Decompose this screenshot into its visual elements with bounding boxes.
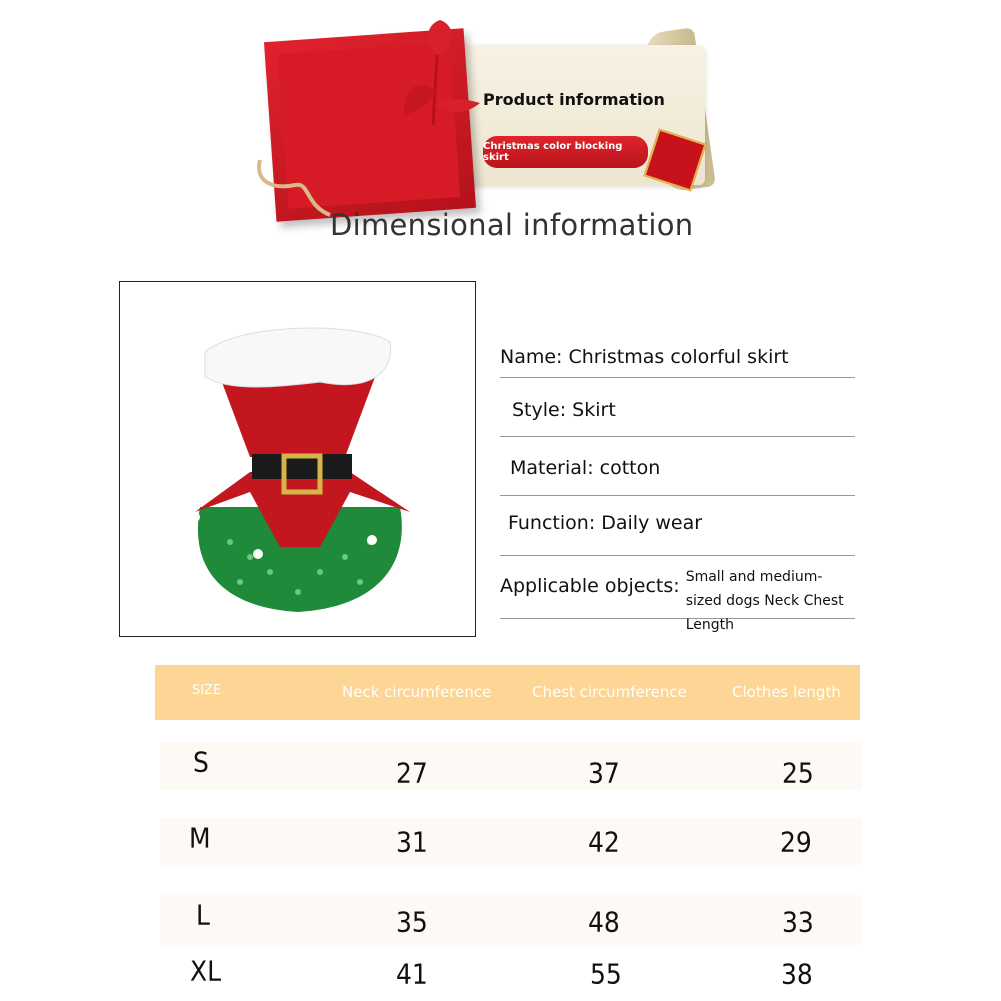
table-row: [160, 895, 862, 945]
info-name: Name: Christmas colorful skirt: [500, 346, 855, 378]
table-row: [160, 742, 862, 790]
length-cell: 38: [781, 958, 813, 990]
chest-cell: 37: [588, 757, 620, 789]
header-chest: Chest circumference: [532, 683, 687, 701]
neck-cell: 27: [396, 757, 428, 789]
chest-cell: 55: [590, 958, 622, 990]
product-name-pill: Christmas color blocking skirt: [483, 136, 648, 168]
dimensional-info-heading: Dimensional information: [330, 208, 694, 242]
size-cell: M: [189, 822, 211, 854]
dress-image: [190, 327, 420, 612]
product-info-title: Product information: [483, 90, 665, 109]
info-function: Function: Daily wear: [500, 512, 855, 556]
size-cell: XL: [190, 955, 222, 987]
size-cell: S: [193, 746, 209, 778]
info-material: Material: cotton: [500, 457, 855, 496]
applicable-label: Applicable objects:: [500, 575, 680, 597]
info-style: Style: Skirt: [500, 399, 855, 437]
length-cell: 29: [780, 826, 812, 858]
flower-icon: [404, 20, 480, 126]
chest-cell: 48: [588, 906, 620, 938]
neck-cell: 35: [396, 906, 428, 938]
header-length: Clothes length: [732, 683, 841, 701]
ribbon-icon: [257, 159, 331, 217]
product-photo: [119, 281, 476, 637]
header-neck: Neck circumference: [342, 683, 492, 701]
chest-cell: 42: [588, 826, 620, 858]
neck-cell: 31: [396, 826, 428, 858]
size-cell: L: [196, 899, 210, 931]
table-row: [160, 818, 862, 865]
neck-cell: 41: [396, 958, 428, 990]
size-table-header: [155, 665, 860, 720]
header-size: SIZE: [192, 683, 222, 698]
applicable-detail: Small and medium-sized dogs Neck Chest L…: [685, 569, 844, 633]
info-applicable: Applicable objects: Small and medium-siz…: [500, 565, 855, 633]
length-cell: 25: [782, 757, 814, 789]
length-cell: 33: [782, 906, 814, 938]
